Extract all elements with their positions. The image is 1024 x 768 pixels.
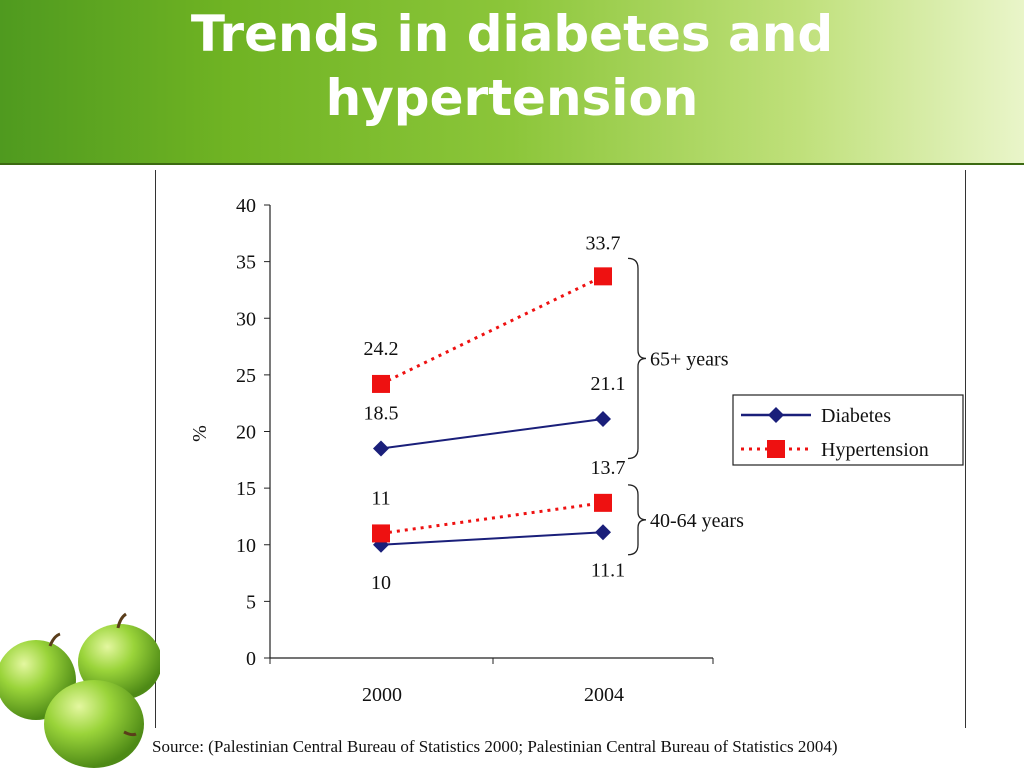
x-tick-label: 2004	[584, 684, 624, 706]
data-label: 13.7	[591, 457, 626, 479]
legend-label-diabetes: Diabetes	[821, 405, 891, 427]
green-apples-icon	[0, 612, 160, 768]
data-label: 24.2	[364, 338, 399, 360]
data-label: 21.1	[591, 373, 626, 395]
data-point-hypertension	[767, 440, 785, 458]
data-label: 10	[371, 572, 391, 594]
data-label: 11	[371, 487, 390, 509]
y-tick-label: 30	[236, 308, 256, 330]
data-point-hypertension	[372, 374, 390, 393]
series-line-hypertension-group-1	[380, 274, 604, 386]
data-point-diabetes	[595, 524, 611, 541]
y-tick-label: 40	[236, 195, 256, 217]
data-label: 33.7	[586, 232, 621, 254]
data-point-diabetes	[373, 440, 389, 457]
data-point-diabetes	[595, 411, 611, 428]
source-citation: Source: (Palestinian Central Bureau of S…	[152, 737, 838, 756]
y-tick-label: 10	[236, 535, 256, 557]
line-chart: 0 5 10 15 20 25 30 35 40 2000 2004% 18.5 21.1 24.2 33.…	[189, 195, 964, 706]
title-banner: Trends in diabetes and hypertension	[0, 0, 1024, 165]
data-label: 11.1	[591, 559, 625, 581]
title-line-2: hypertension	[325, 69, 699, 127]
group-label: 40-64 years	[650, 510, 744, 532]
y-tick-label: 35	[236, 252, 256, 274]
group-bracket	[627, 257, 647, 460]
x-tick-label: 2000	[362, 684, 402, 706]
chart-frame: 0 5 10 15 20 25 30 35 40 2000 2004% 18.5 21.1 24.2 33.…	[155, 170, 966, 728]
legend-label-hypertension: Hypertension	[821, 439, 929, 461]
data-point-hypertension	[594, 267, 612, 286]
data-point-hypertension	[372, 524, 390, 543]
y-tick-label: 5	[246, 591, 256, 613]
y-tick-label: 0	[246, 648, 256, 670]
series-line-diabetes-group-2	[380, 531, 604, 546]
series-line-diabetes-group-1	[380, 418, 604, 450]
group-label: 65+ years	[650, 348, 729, 370]
y-axis-label: %	[189, 425, 211, 442]
data-point-diabetes	[768, 407, 784, 423]
page-title: Trends in diabetes and hypertension	[0, 2, 1024, 130]
y-tick-label: 25	[236, 365, 256, 387]
y-tick-label: 20	[236, 422, 256, 444]
data-point-hypertension	[594, 493, 612, 512]
series-line-hypertension-group-2	[380, 501, 604, 535]
y-tick-label: 15	[236, 478, 256, 500]
group-bracket	[627, 484, 647, 556]
title-line-1: Trends in diabetes and	[190, 5, 834, 63]
data-label: 18.5	[364, 402, 399, 424]
